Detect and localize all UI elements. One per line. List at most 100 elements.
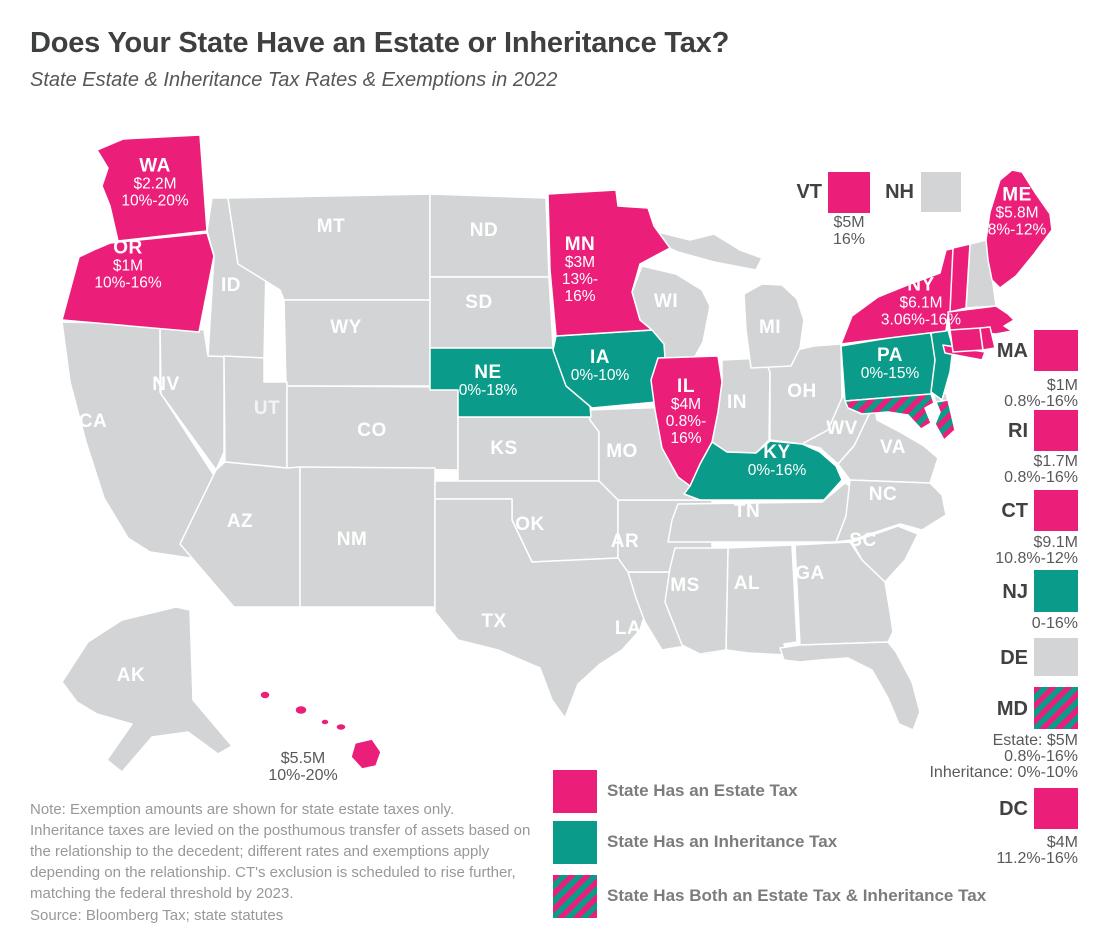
state-value-ne-1: 0%-18% [458,382,518,399]
callout-value-md-3: Inheritance: 0%-10% [929,764,1078,781]
state-label-nm: NM [336,529,368,550]
state-label-wa: WA [139,155,171,177]
state-value-mn-2: 13%- [561,271,599,288]
state-block-me: ME $5.8M 8%-12% [988,186,1047,239]
page-title: Does Your State Have an Estate or Inheri… [30,27,730,59]
state-label-mt: MT [316,216,346,237]
state-label-ia: IA [590,347,610,368]
callout-label-nj: NJ [1002,581,1028,603]
legend-label-estate: State Has an Estate Tax [607,781,798,800]
state-value-pa-1: 0%-15% [860,365,920,382]
state-label-nc: NC [868,484,898,505]
state-label-nv: NV [152,374,180,395]
swatch-dc [1034,788,1078,829]
swatch-nj [1034,570,1078,612]
state-label-il: IL [677,376,695,397]
state-shape-hi [259,690,382,770]
state-shape-md [844,393,935,430]
swatch-vt [828,172,870,213]
state-value-wa-1: $2.2M [133,175,177,193]
state-label-wy: WY [330,317,362,338]
state-value-ny-1: $6.1M [899,294,943,312]
state-shape-nc [835,479,947,543]
state-block-or: OR $1M 10%-16% [94,239,161,292]
state-shape-wy [283,299,431,387]
state-shape-il [650,355,723,487]
state-label-ok: OK [515,514,545,535]
state-shape-ny [840,247,956,345]
callout-values-vt: $5M 16% [820,214,878,248]
state-label-wv: WV [826,418,858,439]
callout-value-vt-1: $5M [833,214,865,231]
state-label-mo: MO [606,441,638,462]
callout-value-hi-1: $5.5M [280,750,326,767]
state-shape-ky [683,440,843,501]
state-label-ny: NY [907,274,935,296]
state-shape-ca [61,321,227,559]
callout-value-ct-2: 10.8%-12% [995,550,1078,567]
state-label-ak: AK [116,665,146,686]
state-shape-nm [299,466,436,608]
state-shape-me [985,169,1053,289]
state-value-ia-1: 0%-10% [570,367,630,384]
state-label-nd: ND [469,220,499,241]
state-label-or: OR [113,237,143,259]
callout-value-ri-2: 0.8%-16% [1004,469,1078,486]
state-value-me-2: 8%-12% [987,221,1047,239]
callout-value-ma-1: $1M [1046,377,1078,394]
callout-values-hi: $5.5M 10%-20% [243,750,363,784]
state-label-ca: CA [78,411,108,432]
state-shape-wa [96,134,208,242]
state-label-id: ID [221,275,241,296]
state-label-mi: MI [758,317,782,338]
callout-value-hi-2: 10%-20% [268,767,338,784]
state-value-il-3: 16% [670,430,702,447]
callout-value-nj-1: 0-16% [1031,615,1078,632]
callout-value-ri-1: $1.7M [1033,453,1078,470]
state-shape-or [61,232,215,333]
state-label-sd: SD [465,292,493,313]
state-label-ar: AR [610,531,640,552]
state-value-or-1: $1M [112,257,144,275]
state-value-me-1: $5.8M [995,204,1039,222]
state-shape-fl [779,641,921,731]
state-label-oh: OH [787,381,817,402]
state-label-ut: UT [253,398,281,419]
state-shape-ri [979,326,996,351]
legend-swatch-inheritance [553,821,597,864]
swatch-ma [1034,330,1078,371]
state-label-tx: TX [481,611,507,632]
callout-label-ct: CT [1001,500,1028,522]
state-block-ny: NY $6.1M 3.06%-16% [881,276,961,329]
state-value-il-2: 0.8%- [665,413,707,430]
state-block-wa: WA $2.2M 10%-20% [121,157,188,210]
swatch-md [1034,687,1078,729]
state-value-or-2: 10%-16% [94,274,162,292]
state-value-ny-2: 3.06%-16% [880,311,962,329]
state-label-al: AL [733,573,761,594]
state-label-la: LA [614,618,642,639]
callout-value-vt-2: 16% [832,231,866,248]
state-shape-vt [949,243,971,313]
state-label-in: IN [727,392,747,413]
callout-label-nh: NH [885,181,914,203]
state-label-az: AZ [226,511,254,532]
state-shape-md-shore [934,399,956,441]
note-line-4: depending on the relationship. CT's excl… [30,864,516,881]
state-label-ne: NE [474,362,502,383]
callout-label-de: DE [1000,647,1028,669]
state-block-ne: NE 0%-18% [459,363,518,399]
state-value-mn-3: 16% [564,288,596,305]
callout-label-vt: VT [796,181,822,203]
state-label-wi: WI [653,291,679,312]
state-label-ks: KS [490,438,518,459]
state-label-ga: GA [795,563,825,584]
state-shape-mn [547,189,671,337]
legend-swatch-estate [553,770,597,813]
legend-swatch-both [553,875,597,918]
callout-value-dc-1: $4M [1046,834,1078,851]
state-shape-ks [457,416,600,482]
callout-label-ri: RI [1008,420,1028,442]
callout-value-md-2: 0.8%-16% [1004,748,1078,765]
